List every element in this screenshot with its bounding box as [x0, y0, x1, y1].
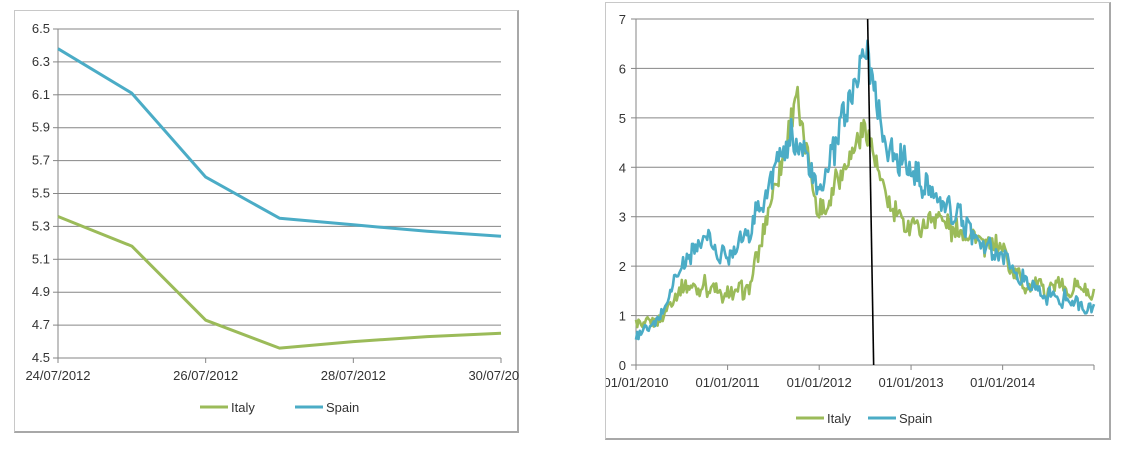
x-tick-label: 01/01/2014 — [970, 375, 1035, 390]
series-line-italy — [634, 85, 1096, 329]
y-tick-label: 2 — [619, 259, 626, 274]
y-tick-label: 5.5 — [32, 186, 50, 201]
series-line-spain — [634, 39, 1096, 341]
x-tick-label: 26/07/2012 — [173, 368, 238, 383]
chart-panel-left: 4.5 4.7 4.9 5.1 5.3 5.5 5.7 5.9 6.1 6.3 6.5 24/07/2… — [14, 10, 520, 433]
series-line-spain — [57, 47, 502, 238]
legend-label-italy: Italy — [231, 400, 255, 415]
y-tick-label: 6.3 — [32, 54, 50, 69]
series-line-italy — [57, 215, 502, 350]
y-tick-label: 0 — [619, 358, 626, 373]
x-tick-label: 01/01/2010 — [606, 375, 669, 390]
y-tick-label: 5.3 — [32, 218, 50, 233]
x-tick-label: 24/07/2012 — [25, 368, 90, 383]
long-term-yield-chart: 0 1 2 3 4 5 6 7 01/01/2010 01/01/2011 01/01/2012 01… — [606, 12, 1096, 426]
event-marker-line — [866, 18, 875, 366]
y-tick-label: 4.5 — [32, 350, 50, 365]
x-tick-label: 01/01/2012 — [787, 375, 852, 390]
y-tick-label: 3 — [619, 210, 626, 225]
y-tick-label: 6 — [619, 61, 626, 76]
y-tick-label: 4.9 — [32, 284, 50, 299]
chart-panel-right: 0 1 2 3 4 5 6 7 01/01/2010 01/01/2011 01/01/2012 01… — [605, 2, 1111, 440]
x-tick-label: 01/01/2013 — [879, 375, 944, 390]
y-tick-label: 5.1 — [32, 251, 50, 266]
legend-label-spain: Spain — [899, 411, 932, 426]
legend-label-spain: Spain — [326, 400, 359, 415]
y-tick-label: 5.9 — [32, 120, 50, 135]
y-tick-label: 6.1 — [32, 87, 50, 102]
x-tick-label: 28/07/2012 — [321, 368, 386, 383]
y-tick-label: 5 — [619, 111, 626, 126]
x-tick-label: 01/01/2011 — [696, 375, 760, 390]
y-tick-label: 5.7 — [32, 153, 50, 168]
x-tick-label: 30/07/2012 — [468, 368, 520, 383]
y-tick-label: 7 — [619, 12, 626, 27]
short-term-yield-chart: 4.5 4.7 4.9 5.1 5.3 5.5 5.7 5.9 6.1 6.3 6.5 24/07/2… — [25, 21, 520, 415]
y-tick-label: 6.5 — [32, 21, 50, 36]
legend-label-italy: Italy — [827, 411, 851, 426]
y-tick-label: 1 — [619, 309, 626, 324]
y-tick-label: 4.7 — [32, 317, 50, 332]
y-tick-label: 4 — [619, 160, 626, 175]
